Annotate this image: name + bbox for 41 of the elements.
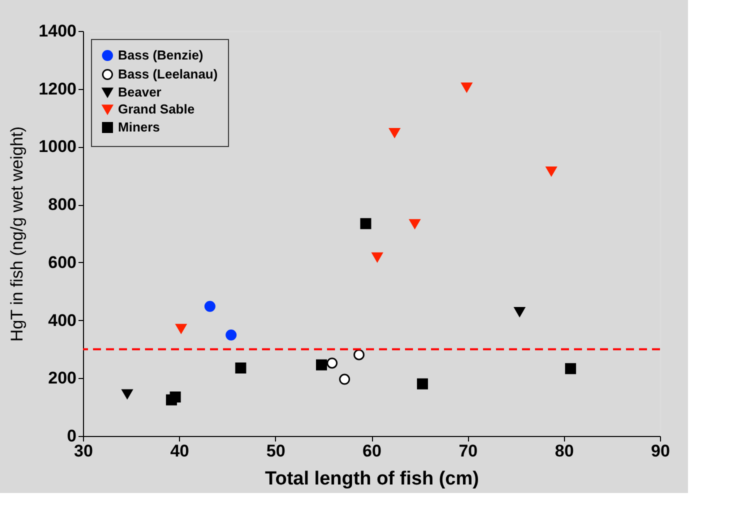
legend-label: Beaver — [118, 84, 162, 100]
x-tick-label: 40 — [170, 442, 190, 460]
point — [461, 82, 472, 92]
x-axis-title: Total length of fish (cm) — [265, 468, 479, 490]
point — [316, 359, 327, 370]
x-tick-label: 50 — [266, 442, 286, 460]
x-tick-label: 70 — [458, 442, 478, 460]
y-tick-label: 400 — [48, 310, 76, 330]
y-tick-label: 1400 — [38, 22, 76, 40]
point — [176, 324, 187, 334]
legend-label: Bass (Benzie) — [118, 48, 204, 62]
y-tick-label: 1200 — [38, 79, 76, 98]
point — [326, 358, 338, 369]
legend-label: Bass (Leelanau) — [118, 66, 218, 82]
point — [122, 389, 133, 399]
point — [235, 362, 246, 374]
point — [170, 391, 181, 402]
y-tick-label: 200 — [48, 368, 76, 388]
point — [360, 218, 372, 230]
point — [546, 166, 557, 176]
y-tick-label: 1000 — [38, 137, 76, 156]
point — [372, 252, 383, 262]
point — [416, 378, 428, 390]
legend-label: Grand Sable — [118, 102, 195, 116]
point — [389, 128, 400, 138]
x-tick-label: 80 — [554, 442, 574, 460]
x-tick-label: 30 — [74, 442, 93, 460]
point — [409, 219, 420, 229]
x-tick-label: 90 — [651, 442, 670, 460]
point — [204, 300, 216, 312]
y-tick-label: 0 — [67, 426, 76, 446]
point — [226, 330, 237, 341]
x-tick-label: 60 — [362, 442, 382, 460]
point — [354, 349, 364, 360]
point — [339, 374, 350, 385]
y-tick-label: 800 — [48, 195, 76, 214]
y-axis-title: HgT in fish (ng/g wet weight) — [8, 126, 27, 342]
point — [565, 363, 576, 374]
legend-label: Miners — [118, 120, 160, 134]
y-tick-label: 600 — [48, 252, 76, 272]
point — [514, 307, 526, 317]
